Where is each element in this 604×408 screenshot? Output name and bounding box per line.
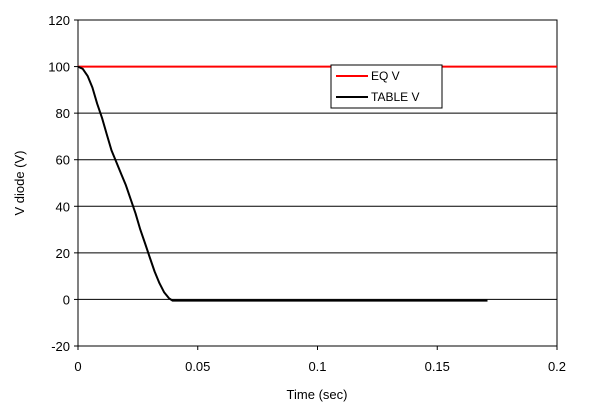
legend-box xyxy=(330,64,443,109)
y-tick-label: 60 xyxy=(56,153,70,168)
legend-label-table-v: TABLE V xyxy=(371,90,419,104)
series-lines xyxy=(77,65,557,302)
x-tick-label: 0 xyxy=(74,359,81,374)
y-tick-label: 0 xyxy=(63,292,70,307)
y-axis-ticks: -20 0 20 40 60 80 100 120 xyxy=(48,13,78,354)
y-tick-label: 20 xyxy=(56,246,70,261)
legend-label-eq-v: EQ V xyxy=(371,69,400,83)
legend: EQ V TABLE V xyxy=(330,64,443,109)
x-tick-label: 0.2 xyxy=(548,359,566,374)
series-line-table-v xyxy=(77,65,488,302)
y-tick-label: -20 xyxy=(51,339,70,354)
y-tick-label: 40 xyxy=(56,199,70,214)
x-axis-ticks: 0 0.05 0.1 0.15 0.2 xyxy=(74,346,566,374)
y-axis-label: V diode (V) xyxy=(12,150,27,215)
y-tick-label: 80 xyxy=(56,106,70,121)
plot-area xyxy=(77,19,558,347)
y-tick-label: 100 xyxy=(48,60,70,75)
y-tick-label: 120 xyxy=(48,13,70,28)
x-tick-label: 0.15 xyxy=(425,359,450,374)
x-tick-label: 0.05 xyxy=(185,359,210,374)
x-axis-label: Time (sec) xyxy=(287,387,348,402)
x-tick-label: 0.1 xyxy=(308,359,326,374)
